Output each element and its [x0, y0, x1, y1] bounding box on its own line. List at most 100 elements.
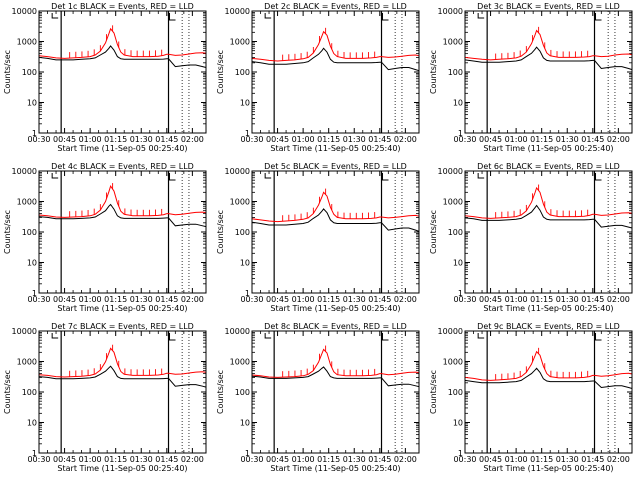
x-tick-label: 01:15 [104, 455, 127, 464]
chart-title: Det 3c BLACK = Events, RED = LLD [477, 2, 620, 11]
x-tick-label: 01:00 [79, 455, 102, 464]
y-tick-label: 1 [245, 289, 250, 298]
bracket-mark [51, 333, 59, 339]
plot-frame [251, 170, 420, 294]
x-axis-label: Start Time (11-Sep-05 00:25:40) [483, 464, 613, 473]
x-tick-label: 01:30 [556, 135, 579, 144]
plot-frame [38, 330, 207, 454]
x-tick-label: 00:45 [266, 135, 289, 144]
y-axis-label: Counts/sec [3, 50, 12, 94]
x-tick-label: 00:45 [266, 455, 289, 464]
y-tick-label: 10000 [12, 167, 37, 176]
y-tick-label: 10000 [225, 327, 250, 336]
y-axis-label: Counts/sec [429, 210, 438, 254]
y-tick-label: 10 [453, 419, 463, 428]
x-axis-label: Start Time (11-Sep-05 00:25:40) [57, 144, 187, 153]
series-line-events [38, 365, 207, 388]
x-tick-label: 01:30 [130, 135, 153, 144]
y-tick-label: 1000 [443, 198, 463, 207]
x-tick-label: 02:00 [181, 455, 204, 464]
x-tick-label: 00:30 [27, 455, 50, 464]
y-tick-label: 1 [245, 129, 250, 138]
y-axis-label: Counts/sec [216, 50, 225, 94]
bracket-mark [264, 173, 272, 179]
x-tick-label: 02:00 [394, 135, 417, 144]
chart-title: Det 5c BLACK = Events, RED = LLD [264, 162, 407, 171]
y-tick-label: 10 [453, 99, 463, 108]
y-axis-label: Counts/sec [429, 370, 438, 414]
x-tick-label: 01:30 [556, 455, 579, 464]
x-tick-label: 00:30 [453, 295, 476, 304]
x-tick-label: 01:45 [581, 295, 604, 304]
y-tick-label: 10000 [225, 167, 250, 176]
y-tick-label: 1 [458, 129, 463, 138]
bracket-mark [51, 173, 59, 179]
chart-title: Det 4c BLACK = Events, RED = LLD [51, 162, 194, 171]
x-tick-label: 01:15 [104, 295, 127, 304]
bracket-mark [382, 333, 389, 341]
x-tick-label: 02:00 [607, 135, 630, 144]
y-axis-label: Counts/sec [3, 210, 12, 254]
chart-panel-3: Det 3c BLACK = Events, RED = LLD Counts/s… [429, 2, 633, 153]
y-tick-label: 100 [235, 228, 250, 237]
x-axis-label: Start Time (11-Sep-05 00:25:40) [483, 304, 613, 313]
x-tick-label: 00:30 [240, 455, 263, 464]
x-tick-label: 01:45 [581, 135, 604, 144]
chart-title: Det 1c BLACK = Events, RED = LLD [51, 2, 194, 11]
x-tick-label: 01:45 [581, 455, 604, 464]
chart-panel-2: Det 2c BLACK = Events, RED = LLD Counts/s… [216, 2, 420, 153]
series-line-events [251, 47, 420, 72]
x-axis-label: Start Time (11-Sep-05 00:25:40) [270, 144, 400, 153]
x-tick-label: 00:30 [240, 295, 263, 304]
y-tick-label: 1 [32, 449, 37, 458]
x-tick-label: 01:15 [530, 295, 553, 304]
series-line-lld [464, 350, 633, 381]
y-tick-label: 1000 [17, 358, 37, 367]
y-tick-label: 10000 [438, 167, 463, 176]
series-line-events [38, 203, 207, 228]
chart-title: Det 9c BLACK = Events, RED = LLD [477, 322, 620, 331]
series-line-events [251, 366, 420, 388]
x-tick-label: 01:15 [530, 135, 553, 144]
y-tick-label: 100 [22, 68, 37, 77]
x-tick-label: 01:15 [317, 455, 340, 464]
bracket-mark [595, 333, 602, 341]
plot-frame [464, 170, 633, 294]
y-tick-label: 1 [458, 449, 463, 458]
y-axis-label: Counts/sec [216, 370, 225, 414]
y-tick-label: 10 [27, 259, 37, 268]
bracket-mark [477, 333, 485, 339]
y-tick-label: 1000 [17, 38, 37, 47]
chart-panel-5: Det 5c BLACK = Events, RED = LLD Counts/s… [216, 162, 420, 313]
y-tick-label: 10 [453, 259, 463, 268]
bracket-mark [595, 173, 602, 181]
plot-frame [38, 170, 207, 294]
x-axis-label: Start Time (11-Sep-05 00:25:40) [483, 144, 613, 153]
y-tick-label: 10000 [12, 327, 37, 336]
series-line-lld [464, 29, 633, 61]
y-tick-label: 10 [27, 99, 37, 108]
y-axis-label: Counts/sec [429, 50, 438, 94]
chart-panel-4: Det 4c BLACK = Events, RED = LLD Counts/s… [3, 162, 207, 313]
chart-panel-9: Det 9c BLACK = Events, RED = LLD Counts/s… [429, 322, 633, 473]
series-line-events [464, 46, 633, 71]
x-tick-label: 01:15 [530, 455, 553, 464]
x-tick-label: 01:45 [368, 135, 391, 144]
x-tick-label: 01:30 [556, 295, 579, 304]
x-tick-label: 01:30 [343, 295, 366, 304]
x-axis-label: Start Time (11-Sep-05 00:25:40) [270, 464, 400, 473]
x-tick-label: 02:00 [394, 455, 417, 464]
bracket-mark [169, 333, 176, 341]
x-tick-label: 01:45 [155, 295, 178, 304]
x-tick-label: 01:45 [368, 295, 391, 304]
x-tick-label: 01:00 [79, 135, 102, 144]
x-tick-label: 01:15 [104, 135, 127, 144]
series-line-lld [464, 186, 633, 219]
x-tick-label: 00:45 [53, 455, 76, 464]
x-tick-label: 01:00 [505, 455, 528, 464]
x-tick-label: 01:45 [368, 455, 391, 464]
y-tick-label: 1 [245, 449, 250, 458]
y-tick-label: 10000 [225, 7, 250, 16]
chart-title: Det 2c BLACK = Events, RED = LLD [264, 2, 407, 11]
y-tick-label: 100 [22, 228, 37, 237]
